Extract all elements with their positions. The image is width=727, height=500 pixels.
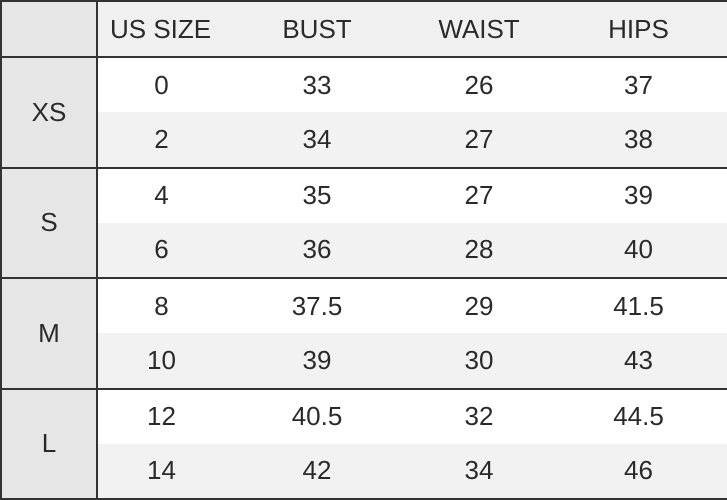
cell-hips: 40 [549, 222, 727, 280]
size-label: L [0, 388, 98, 500]
size-label: M [0, 278, 98, 390]
cell-waist: 29 [409, 278, 549, 334]
cell-us-size: 8 [97, 278, 225, 334]
cell-hips: 43 [549, 333, 727, 390]
cell-bust: 35 [225, 167, 409, 223]
cell-bust: 39 [225, 333, 409, 390]
header-bust: BUST [225, 0, 409, 58]
table-row: M 8 37.5 29 41.5 [0, 278, 727, 390]
table-row: 14 42 34 46 [1, 443, 727, 500]
cell-bust: 34 [225, 112, 409, 169]
cell-us-size: 4 [97, 167, 225, 223]
table-row: 10 39 30 43 [1, 333, 727, 390]
cell-waist: 28 [409, 222, 549, 280]
table-row: L 12 40.5 32 44.5 [0, 388, 727, 500]
cell-us-size: 2 [97, 112, 225, 169]
table-row: S 4 35 27 39 [0, 167, 727, 279]
header-hips: HIPS [549, 0, 727, 58]
cell-bust: 42 [225, 443, 409, 500]
size-label: S [0, 167, 98, 279]
header-corner [0, 0, 98, 58]
cell-us-size: 6 [97, 222, 225, 280]
cell-bust: 33 [225, 57, 409, 113]
cell-bust: 40.5 [225, 388, 409, 444]
cell-hips: 44.5 [549, 388, 727, 444]
table-row: XS 0 33 26 37 [0, 57, 727, 169]
table-row: 2 34 27 38 [1, 112, 727, 169]
cell-waist: 32 [409, 388, 549, 444]
size-label: XS [0, 57, 98, 169]
cell-hips: 37 [549, 57, 727, 113]
cell-waist: 27 [409, 112, 549, 169]
cell-hips: 38 [549, 112, 727, 169]
cell-waist: 27 [409, 167, 549, 223]
header-waist: WAIST [409, 0, 549, 58]
cell-waist: 26 [409, 57, 549, 113]
cell-waist: 30 [409, 333, 549, 390]
cell-bust: 37.5 [225, 278, 409, 334]
cell-waist: 34 [409, 443, 549, 500]
cell-us-size: 12 [97, 388, 225, 444]
cell-us-size: 10 [97, 333, 225, 390]
cell-hips: 39 [549, 167, 727, 223]
header-row: US SIZE BUST WAIST HIPS [0, 0, 727, 58]
table-row: 6 36 28 40 [1, 222, 727, 280]
cell-bust: 36 [225, 222, 409, 280]
cell-hips: 41.5 [549, 278, 727, 334]
cell-us-size: 0 [97, 57, 225, 113]
cell-us-size: 14 [97, 443, 225, 500]
header-us-size: US SIZE [97, 0, 225, 58]
cell-hips: 46 [549, 443, 727, 500]
